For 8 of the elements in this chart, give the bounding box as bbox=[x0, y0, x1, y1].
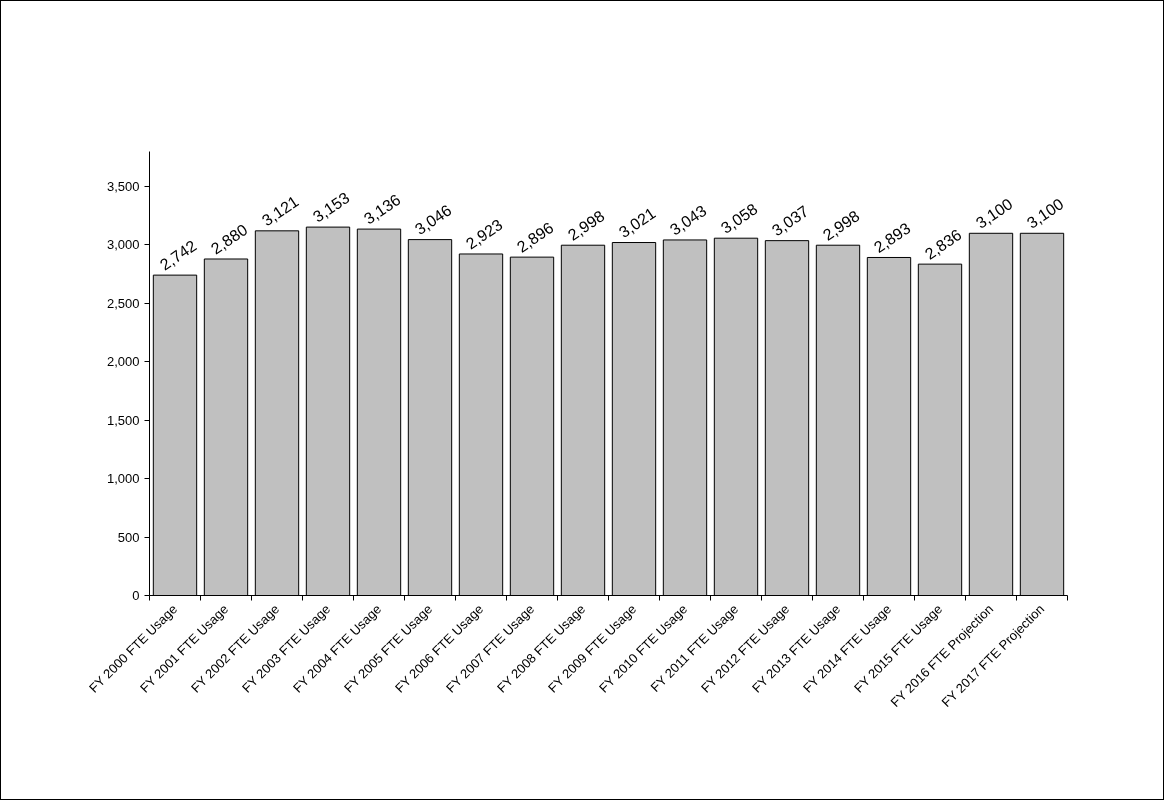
y-tick-label: 1,500 bbox=[106, 412, 140, 428]
y-tick-label: 0 bbox=[132, 588, 140, 603]
y-tick-label: 2,500 bbox=[106, 295, 140, 311]
y-tick-label: 3,000 bbox=[106, 237, 140, 253]
y-tick-label: 2,000 bbox=[106, 354, 140, 370]
y-tick-label: 1,000 bbox=[106, 471, 140, 487]
y-tick-label: 3,500 bbox=[106, 179, 140, 195]
y-tick-label: 500 bbox=[117, 529, 140, 545]
